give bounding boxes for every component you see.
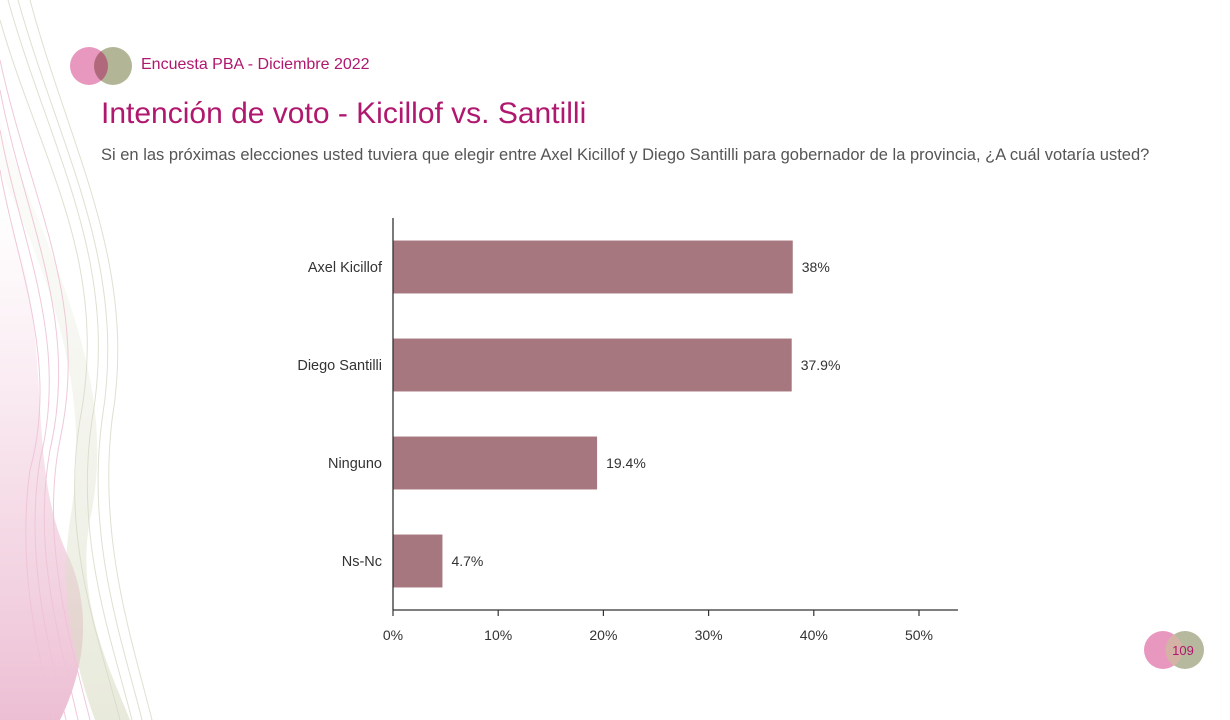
value-label: 19.4% xyxy=(606,455,646,471)
value-label: 4.7% xyxy=(451,553,483,569)
category-label: Ns-Nc xyxy=(342,554,382,570)
value-label: 37.9% xyxy=(801,357,841,373)
x-tick-label: 30% xyxy=(695,627,723,643)
x-tick-label: 10% xyxy=(484,627,512,643)
survey-question: Si en las próximas elecciones usted tuvi… xyxy=(101,146,1150,164)
category-label: Diego Santilli xyxy=(297,358,382,374)
bar-chart: 0% 10% 20% 30% 40% 50% Axel Kicillof Diego San… xyxy=(297,218,958,643)
page-number: 109 xyxy=(1172,643,1194,658)
bar-axel-kicillof xyxy=(393,240,793,294)
bar-ninguno xyxy=(393,436,598,490)
value-label: 38% xyxy=(802,259,830,275)
survey-label: Encuesta PBA - Diciembre 2022 xyxy=(141,56,370,73)
bar-ns-nc xyxy=(393,534,443,588)
x-tick-label: 20% xyxy=(589,627,617,643)
x-tick-label: 50% xyxy=(905,627,933,643)
x-tick-label: 0% xyxy=(383,627,403,643)
page-badge xyxy=(1144,631,1204,669)
x-tick-label: 40% xyxy=(800,627,828,643)
bar-diego-santilli xyxy=(393,338,792,392)
category-label: Ninguno xyxy=(328,456,382,472)
category-label: Axel Kicillof xyxy=(308,260,383,276)
page-title: Intención de voto - Kicillof vs. Santill… xyxy=(101,97,587,130)
brand-logo xyxy=(70,47,132,85)
